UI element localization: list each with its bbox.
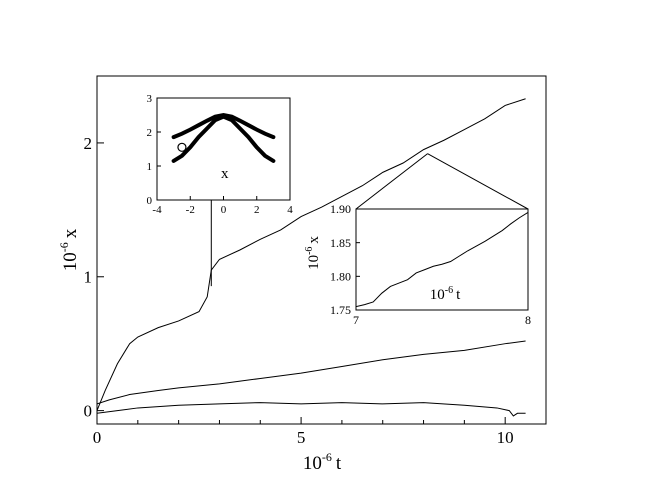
inset1-x-tick-label: 2 <box>254 204 260 216</box>
inset-upper-left: -4 -2 0 2 4 0 1 2 3 x <box>147 93 294 216</box>
inset1-series-lower <box>171 114 276 163</box>
main-x-tick-label: 10 <box>497 428 514 447</box>
inset2-y-tick-label: 1.80 <box>330 270 351 284</box>
inset1-x-tick-label: 0 <box>221 204 227 216</box>
inset2-x-label: 10-6 t <box>430 285 461 303</box>
inset2-y-tick-label: 1.90 <box>330 202 351 216</box>
main-x-ticks: 0 5 10 <box>93 417 514 447</box>
zoom-connector-right <box>427 153 529 210</box>
inset2-y-tick-label: 1.85 <box>330 236 351 250</box>
inset1-y-tick-label: 2 <box>147 127 153 139</box>
inset2-x-tick-label: 8 <box>525 313 531 327</box>
main-y-tick-label: 2 <box>84 134 93 153</box>
inset1-y-tick-label: 1 <box>147 161 153 173</box>
main-plot-frame <box>96 75 547 425</box>
inset1-circle-marker <box>177 142 187 152</box>
inset2-background <box>356 209 528 310</box>
main-x-tick-label: 5 <box>297 428 306 447</box>
inset1-x-tick-label: -2 <box>186 204 195 216</box>
main-series-top-line <box>97 98 526 411</box>
inset1-x-ticks: -4 -2 0 2 4 <box>152 196 293 216</box>
main-y-ticks: 0 1 2 <box>84 134 104 421</box>
main-series-bottom-line <box>97 402 526 417</box>
main-y-tick-label: 0 <box>84 402 93 421</box>
main-x-tick-label: 0 <box>93 428 102 447</box>
inset1-y-ticks: 0 1 2 3 <box>147 93 161 207</box>
main-series-middle-line <box>97 340 526 405</box>
inset2-y-label: 10-6x <box>304 236 322 270</box>
zoom-connector-left <box>355 153 428 210</box>
inset1-y-tick-label: 0 <box>147 195 153 207</box>
inset1-label: x <box>221 166 229 182</box>
main-x-label: 10-6 t <box>303 450 342 474</box>
inset2-plot-frame <box>355 208 529 311</box>
inset2-y-tick-label: 1.75 <box>330 303 351 317</box>
inset1-y-tick-label: 3 <box>147 93 153 105</box>
inset2-series-line <box>356 211 528 308</box>
inset1-x-tick-label: -4 <box>152 204 162 216</box>
inset2-y-ticks: 1.75 1.80 1.85 1.90 <box>330 202 360 317</box>
main-y-label: 10-6x <box>57 228 81 271</box>
inset1-x-tick-label: 4 <box>287 204 293 216</box>
inset2-x-tick-label: 7 <box>353 313 359 327</box>
main-y-tick-label: 1 <box>84 268 93 287</box>
